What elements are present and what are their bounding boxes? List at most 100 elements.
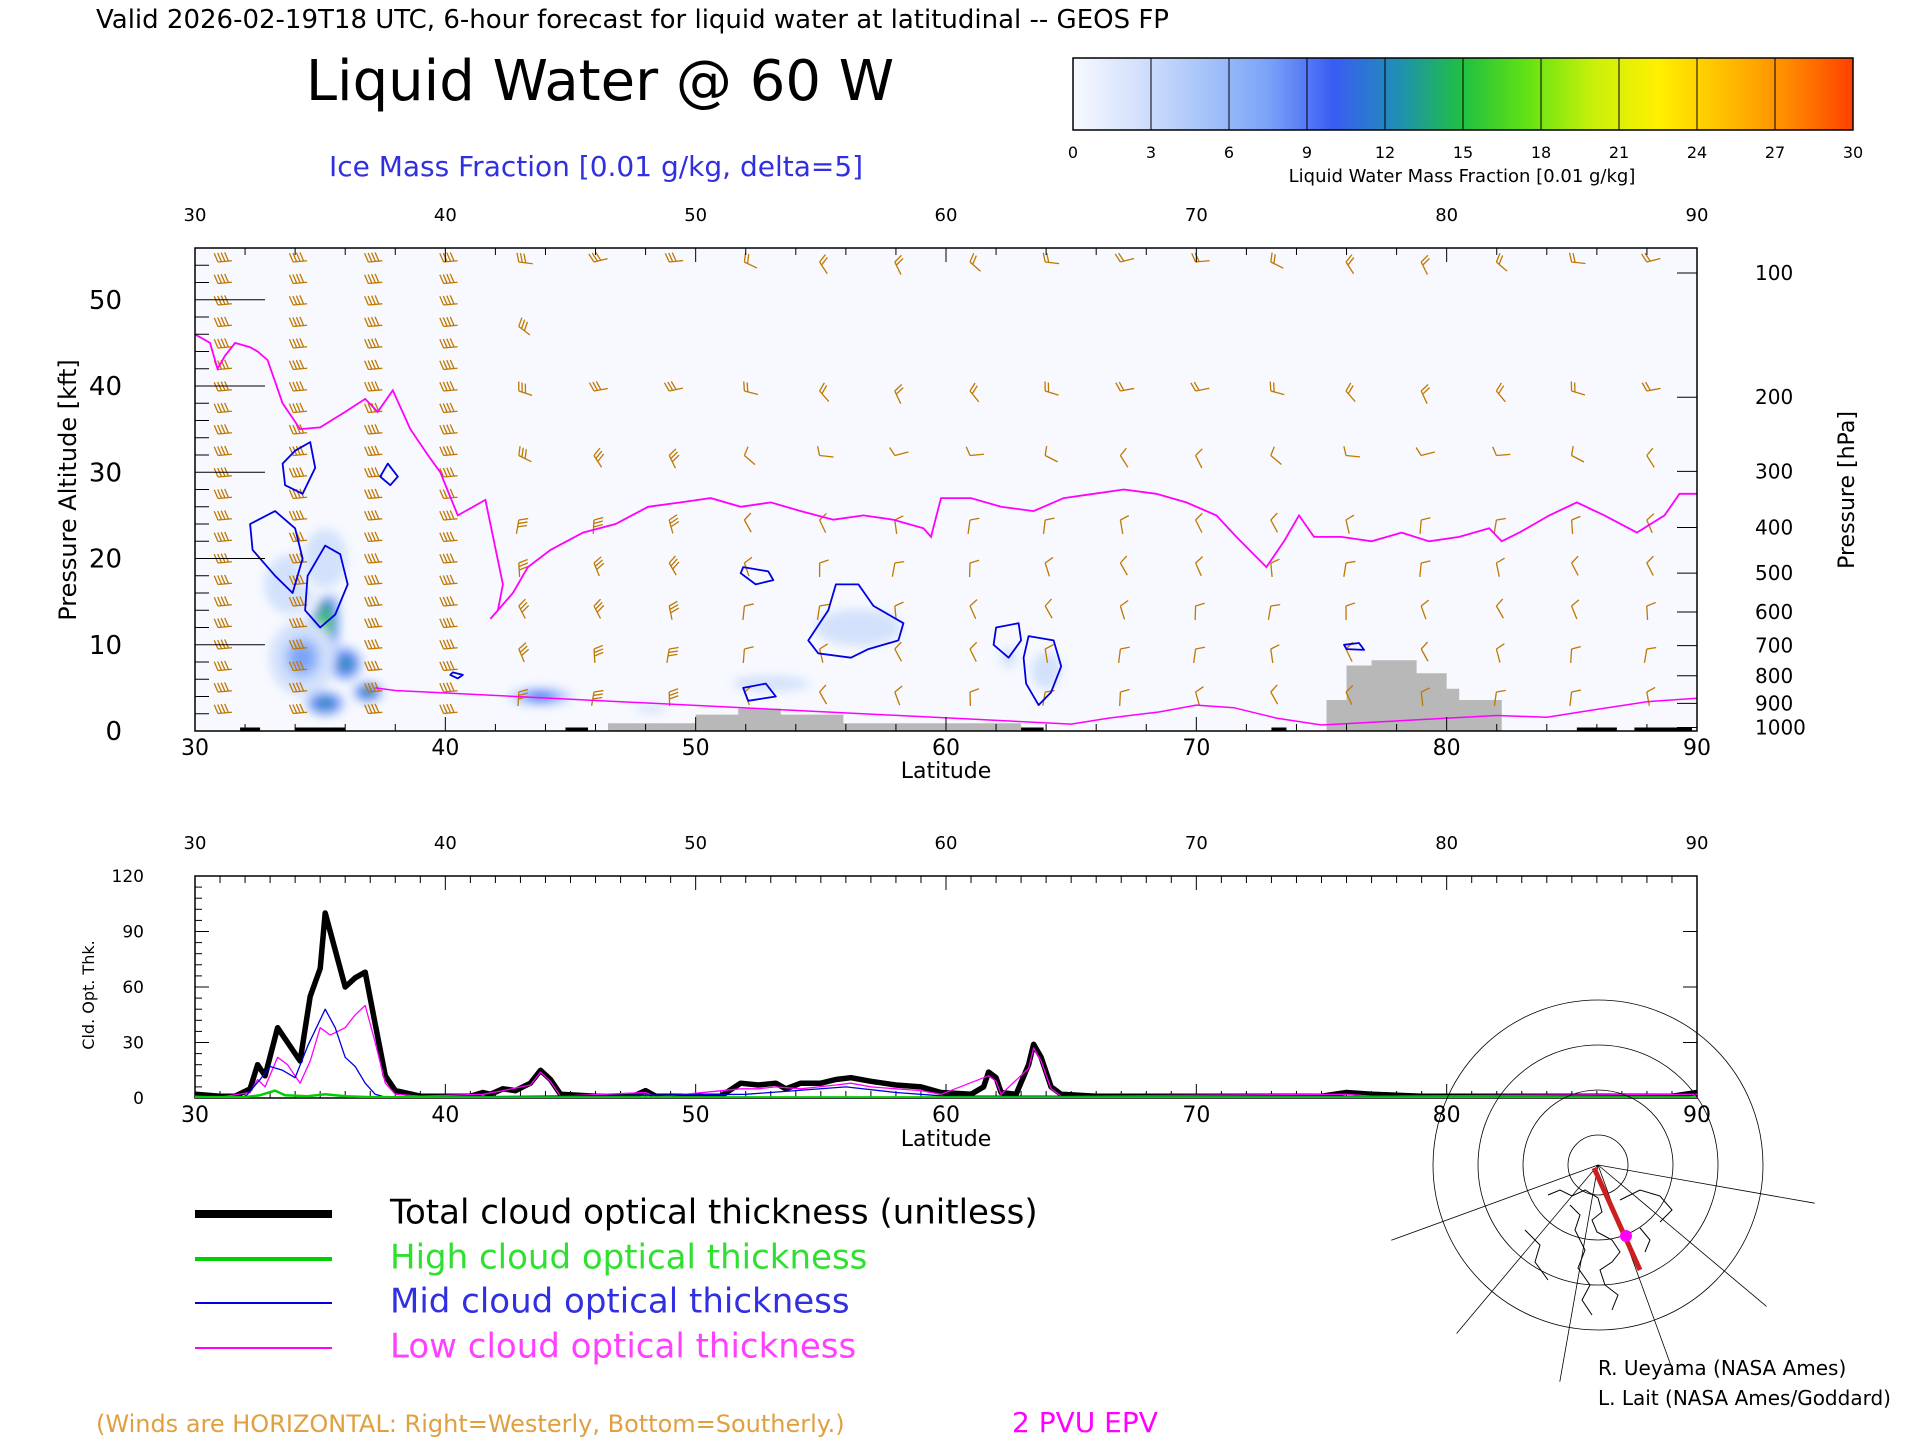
wind-barb-feather [364,382,369,392]
wind-barb-feather [524,383,527,394]
wind-barb-feather [299,359,305,369]
wind-barb-feather [595,381,602,391]
wind-barb-shaft [969,390,980,403]
wind-barb-shaft [217,281,233,285]
map-lines [1391,999,1815,1382]
wind-barb [819,254,828,275]
wind-barb-feather [364,661,369,671]
wind-barb-feather [1270,644,1280,650]
wind-barb-feather [224,596,230,606]
wind-barb-feather [442,424,448,434]
wind-barb [288,510,308,521]
wind-barb [1270,684,1279,705]
wind-barb [1269,381,1285,396]
map-latitude-circle [1432,999,1764,1331]
wind-barb [666,646,679,663]
wind-barb-feather [1120,514,1130,521]
wind-barb [588,381,608,392]
wind-barb-feather [299,639,305,649]
wind-barb-shaft [1042,519,1046,534]
wind-barb-shaft [1270,261,1284,269]
wind-barb-feather [295,316,301,327]
wind-barb [213,574,233,586]
wind-barb-shaft [590,691,595,706]
wind-barb-feather [819,559,829,564]
wind-barb-feather [288,661,294,671]
wind-barb-shaft [668,605,673,620]
wind-barb-feather [292,467,298,477]
subtitle: Ice Mass Fraction [0.01 g/kg, delta=5] [329,150,863,183]
wind-barb-shaft [368,346,383,349]
wind-barb-feather [288,425,294,435]
colorbar-tick-label: 18 [1531,143,1551,162]
wind-barb [213,252,233,263]
wind-barb [743,556,753,577]
wind-barb-feather [442,532,448,542]
wind-barb-feather [217,403,223,413]
ice-contour [992,622,1022,659]
wind-barb-feather [744,556,753,564]
wind-barb-shaft [1570,605,1578,620]
wind-barb-feather [446,617,452,628]
wind-barb [439,381,458,392]
wind-barb-shaft [293,432,308,435]
wind-barb [364,617,383,629]
wind-barb [743,446,756,466]
wind-barb-shaft [1643,648,1648,663]
wind-barb-shaft [293,260,308,263]
wind-barb [1570,645,1581,664]
wind-barb-feather [374,424,380,434]
wind-barb [965,446,985,457]
wind-barb-shaft [894,691,901,706]
wind-barb-shaft [819,519,827,533]
wind-barb-feather [1571,515,1581,521]
wind-barb [439,402,458,414]
wind-barb-feather [1646,646,1657,650]
x-tick-label-bottom: 30 [181,736,209,761]
wind-barb-feather [667,653,678,657]
wind-barb-feather [449,531,455,541]
wind-barb-feather [446,402,452,413]
x2-tick-label-bottom: 30 [181,1103,209,1128]
legend-label-mid: Mid cloud optical thickness [390,1282,850,1322]
wind-barb-feather [1044,381,1046,392]
wind-barb-feather [220,402,226,413]
wind-barb-shaft [217,496,233,500]
wind-barb-feather [439,425,445,435]
wind-barb-shaft [819,261,828,275]
wind-barb-feather [449,273,455,283]
wind-barb [588,251,608,263]
wind-barb-feather [895,258,904,266]
wind-barb-feather [292,704,298,714]
wind-barb [439,617,458,629]
wind-barb-shaft [293,496,308,500]
colorbar-tick-label: 27 [1765,143,1785,162]
wind-barb-feather [220,424,226,434]
wind-barb [213,445,233,457]
wind-barb-feather [1195,512,1203,521]
wind-barb-feather [1496,689,1506,693]
wind-barb-feather [449,660,455,670]
wind-barb-feather [367,682,373,692]
wind-barb [288,703,308,715]
wind-barb-feather [220,510,226,520]
wind-barb [364,252,383,263]
wind-barb-feather [442,682,448,692]
wind-barb-feather [663,382,670,392]
wind-barb-shaft [368,324,383,328]
wind-barb-feather [374,273,380,283]
wind-barb-feather [292,274,298,284]
wind-barb [818,643,828,663]
wind-barb-feather [449,553,455,563]
wind-barb-feather [449,488,455,498]
wind-barb [1420,599,1430,620]
wind-barb [1646,447,1655,468]
y-tick-label-right: 800 [1755,664,1793,688]
wind-barb-feather [364,468,369,478]
wind-barb-feather [1646,555,1654,564]
wind-barb-feather [364,274,369,284]
wind-barb-feather [1042,252,1046,263]
wind-barb-feather [442,618,448,628]
wind-barb-feather [299,273,305,283]
wind-barb-feather [894,560,905,564]
